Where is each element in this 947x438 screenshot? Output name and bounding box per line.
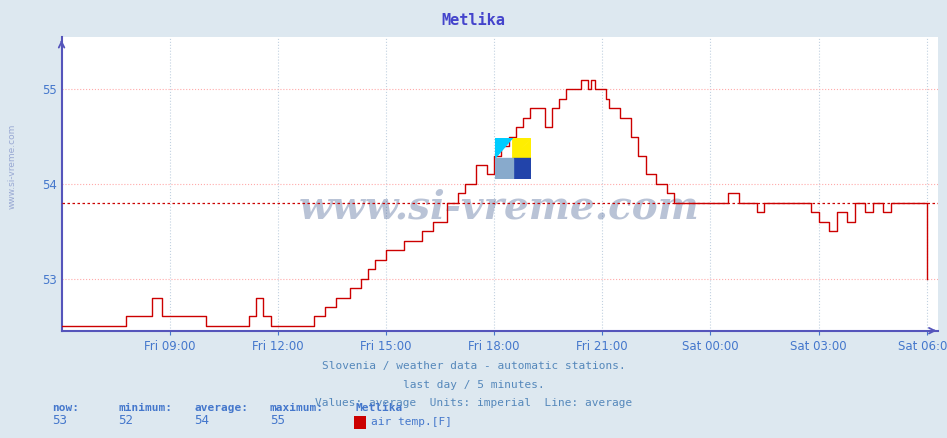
Text: now:: now:: [52, 403, 80, 413]
Polygon shape: [513, 159, 531, 179]
Text: maximum:: maximum:: [270, 403, 324, 413]
Text: www.si-vreme.com: www.si-vreme.com: [8, 124, 17, 209]
Text: minimum:: minimum:: [118, 403, 172, 413]
Text: Slovenia / weather data - automatic stations.: Slovenia / weather data - automatic stat…: [322, 361, 625, 371]
Text: Metlika: Metlika: [355, 403, 402, 413]
Polygon shape: [495, 159, 513, 179]
Text: 55: 55: [270, 414, 285, 427]
Polygon shape: [495, 138, 513, 159]
Polygon shape: [513, 138, 531, 159]
Text: 54: 54: [194, 414, 209, 427]
Text: 53: 53: [52, 414, 67, 427]
Text: Values: average  Units: imperial  Line: average: Values: average Units: imperial Line: av…: [314, 398, 633, 408]
Text: average:: average:: [194, 403, 248, 413]
Text: air temp.[F]: air temp.[F]: [371, 417, 453, 427]
Text: last day / 5 minutes.: last day / 5 minutes.: [402, 380, 545, 390]
Text: Metlika: Metlika: [441, 13, 506, 28]
Text: www.si-vreme.com: www.si-vreme.com: [299, 188, 700, 226]
Polygon shape: [513, 138, 531, 159]
Text: 52: 52: [118, 414, 134, 427]
